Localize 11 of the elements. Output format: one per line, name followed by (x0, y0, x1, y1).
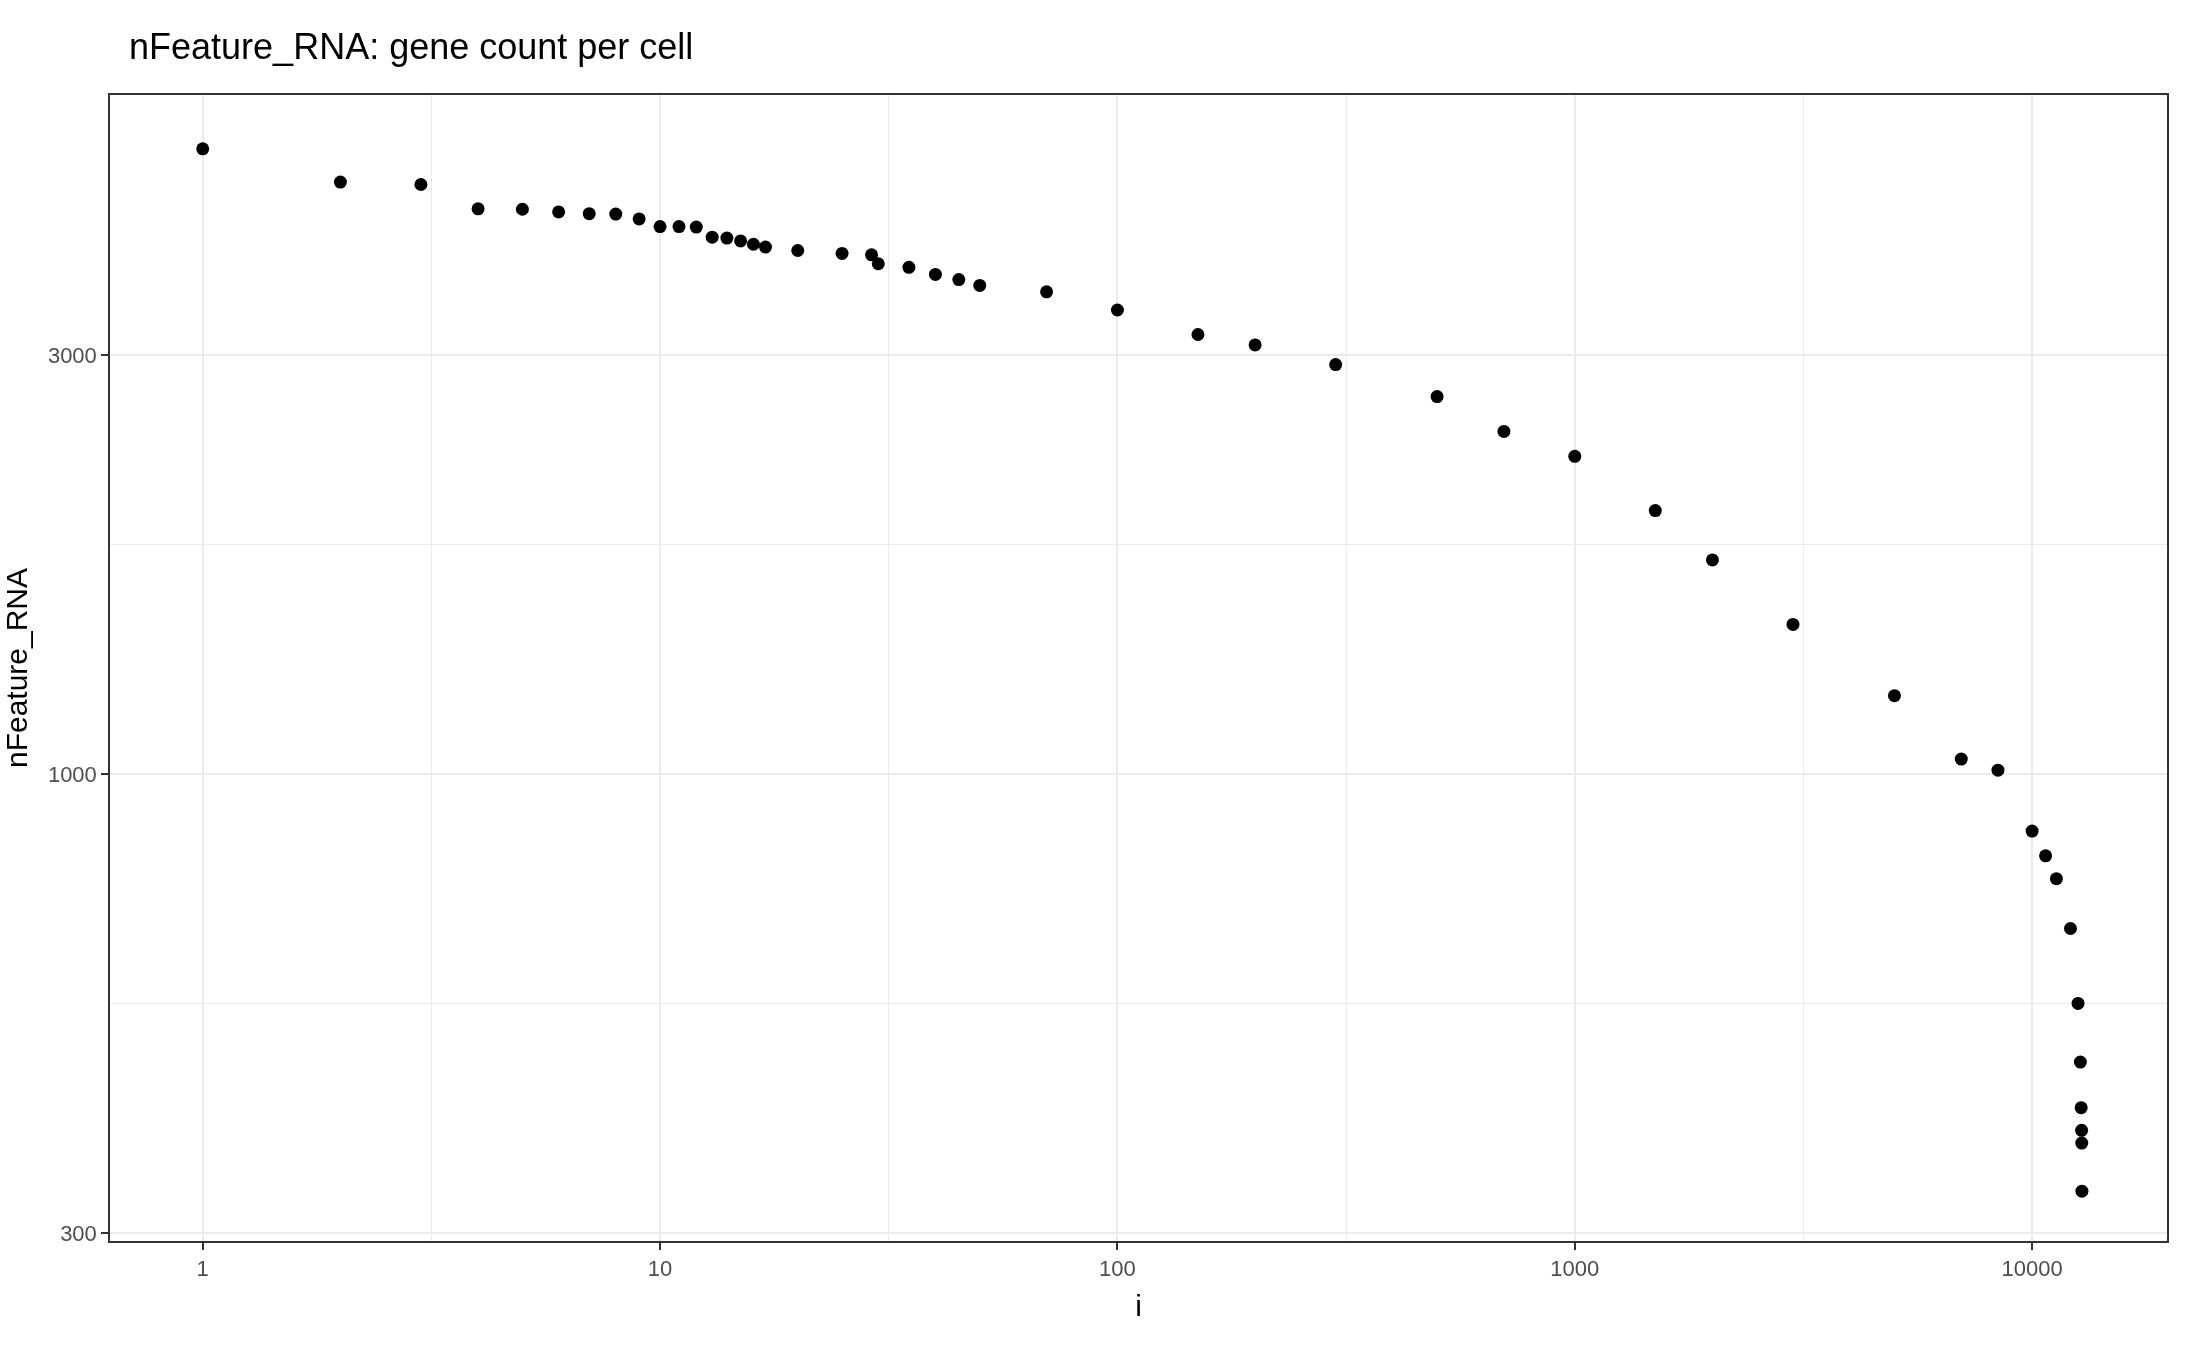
x-tick-label: 1000 (1550, 1256, 1600, 1282)
y-tick-label: 1000 (47, 761, 97, 787)
x-axis-title: i (1135, 1289, 1142, 1323)
x-tick-label: 10000 (2001, 1256, 2063, 1282)
x-tick-label: 1 (196, 1256, 209, 1282)
y-tick-label: 3000 (47, 342, 97, 368)
chart-title: nFeature_RNA: gene count per cell (129, 25, 694, 67)
y-tick-label: 300 (60, 1220, 97, 1246)
y-axis-title: nFeature_RNA (0, 567, 33, 769)
x-tick-label: 10 (647, 1256, 673, 1282)
x-tick-label: 100 (1099, 1256, 1136, 1282)
